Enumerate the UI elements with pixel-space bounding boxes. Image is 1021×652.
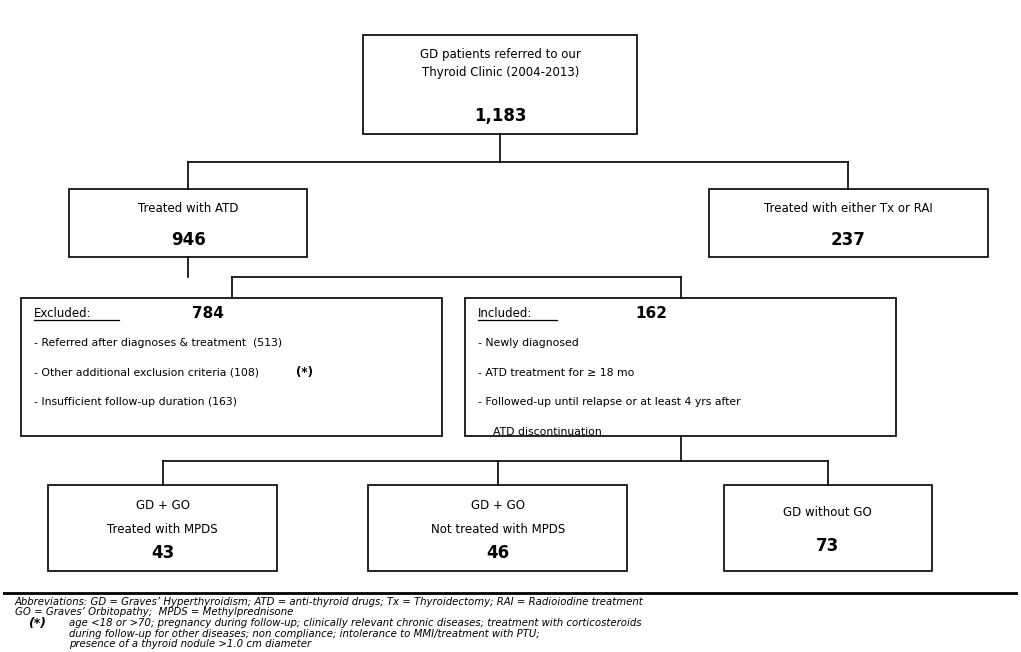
Text: 43: 43: [151, 544, 175, 562]
Text: GD + GO: GD + GO: [471, 499, 525, 512]
Text: - Referred after diagnoses & treatment  (513): - Referred after diagnoses & treatment (…: [35, 338, 283, 348]
Text: Thyroid Clinic (2004-2013): Thyroid Clinic (2004-2013): [422, 66, 579, 79]
Text: (*): (*): [296, 366, 313, 379]
Text: Treated with either Tx or RAI: Treated with either Tx or RAI: [764, 202, 932, 215]
Text: (*): (*): [29, 617, 46, 630]
FancyBboxPatch shape: [369, 484, 627, 571]
Text: 1,183: 1,183: [474, 108, 527, 125]
Text: GO = Graves’ Orbitopathy;  MPDS = Methylprednisone: GO = Graves’ Orbitopathy; MPDS = Methylp…: [15, 607, 293, 617]
Text: 237: 237: [831, 231, 866, 250]
Text: Excluded:: Excluded:: [35, 307, 92, 320]
FancyBboxPatch shape: [724, 484, 932, 571]
Text: presence of a thyroid nodule >1.0 cm diameter: presence of a thyroid nodule >1.0 cm dia…: [68, 639, 311, 649]
FancyBboxPatch shape: [68, 189, 307, 256]
Text: during follow-up for other diseases; non compliance; intolerance to MMI/treatmen: during follow-up for other diseases; non…: [68, 629, 539, 639]
FancyBboxPatch shape: [48, 484, 277, 571]
Text: - Newly diagnosed: - Newly diagnosed: [478, 338, 579, 348]
FancyBboxPatch shape: [465, 299, 896, 436]
Text: - Insufficient follow-up duration (163): - Insufficient follow-up duration (163): [35, 397, 237, 408]
Text: Not treated with MPDS: Not treated with MPDS: [431, 523, 565, 536]
Text: Abbreviations: GD = Graves’ Hyperthyroidism; ATD = anti-thyroid drugs; Tx = Thyr: Abbreviations: GD = Graves’ Hyperthyroid…: [15, 597, 643, 606]
Text: GD + GO: GD + GO: [136, 499, 190, 512]
Text: age <18 or >70; pregnancy during follow-up; clinically relevant chronic diseases: age <18 or >70; pregnancy during follow-…: [68, 618, 641, 629]
FancyBboxPatch shape: [363, 35, 637, 134]
Text: GD without GO: GD without GO: [783, 507, 872, 520]
Text: - Followed-up until relapse or at least 4 yrs after: - Followed-up until relapse or at least …: [478, 397, 740, 408]
Text: Treated with ATD: Treated with ATD: [138, 202, 238, 215]
FancyBboxPatch shape: [21, 299, 442, 436]
Text: 162: 162: [635, 306, 668, 321]
Text: 946: 946: [171, 231, 205, 250]
Text: ATD discontinuation: ATD discontinuation: [493, 427, 602, 437]
Text: 46: 46: [486, 544, 509, 562]
Text: Included:: Included:: [478, 307, 532, 320]
FancyBboxPatch shape: [709, 189, 987, 256]
Text: GD patients referred to our: GD patients referred to our: [420, 48, 581, 61]
Text: 73: 73: [816, 537, 839, 556]
Text: Treated with MPDS: Treated with MPDS: [107, 523, 218, 536]
Text: - Other additional exclusion criteria (108): - Other additional exclusion criteria (1…: [35, 368, 262, 378]
Text: 784: 784: [192, 306, 224, 321]
Text: - ATD treatment for ≥ 18 mo: - ATD treatment for ≥ 18 mo: [478, 368, 634, 378]
